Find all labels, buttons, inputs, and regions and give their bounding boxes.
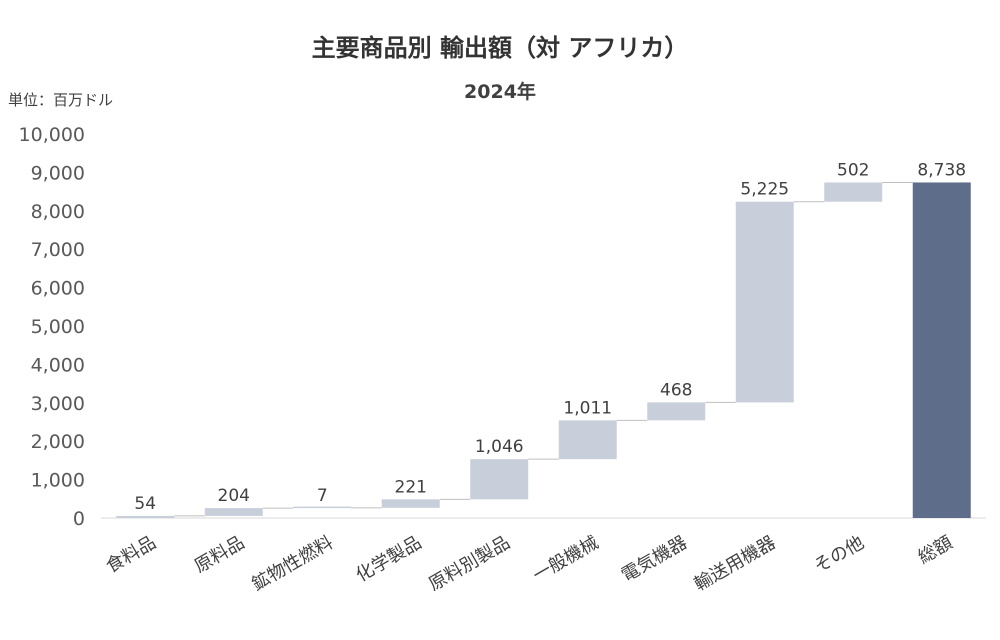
unit-label: 単位：百万ドル <box>8 91 114 109</box>
data-label: 1,046 <box>475 437 524 457</box>
increment-bar <box>470 459 529 500</box>
y-tick-label: 4,000 <box>31 354 85 376</box>
data-label: 468 <box>660 380 692 400</box>
y-tick-label: 6,000 <box>31 278 85 300</box>
increment-bar <box>735 201 794 403</box>
data-label: 8,738 <box>917 160 966 180</box>
y-tick-label: 0 <box>73 508 85 530</box>
category-label: 電気機器 <box>618 532 691 586</box>
y-tick-label: 5,000 <box>31 316 85 338</box>
category-label: 原料別製品 <box>425 532 513 595</box>
data-label: 54 <box>134 494 156 514</box>
category-label: その他 <box>810 532 867 577</box>
category-label: 輸送用機器 <box>691 532 779 595</box>
increment-bar <box>558 420 617 460</box>
data-label: 7 <box>317 486 328 506</box>
category-label: 食料品 <box>102 532 159 577</box>
data-label: 221 <box>395 477 427 497</box>
increment-bar <box>381 499 440 508</box>
y-tick-label: 1,000 <box>31 470 85 492</box>
total-bar <box>912 182 971 518</box>
chart-title: 主要商品別 輸出額（対 アフリカ） <box>311 34 689 62</box>
y-tick-label: 10,000 <box>19 124 85 146</box>
increment-bar <box>824 182 883 202</box>
category-label: 鉱物性燃料 <box>248 532 336 595</box>
chart-subtitle: 2024年 <box>464 81 536 103</box>
data-label: 1,011 <box>563 398 612 418</box>
increment-bar <box>116 515 175 518</box>
data-label: 204 <box>218 486 250 506</box>
category-label: 総額 <box>915 532 957 568</box>
y-tick-label: 2,000 <box>31 431 85 453</box>
y-tick-label: 7,000 <box>31 239 85 261</box>
category-label: 一般機械 <box>529 532 602 586</box>
increment-bar <box>204 508 263 516</box>
y-tick-label: 3,000 <box>31 393 85 415</box>
category-label: 化学製品 <box>352 532 425 586</box>
y-tick-label: 9,000 <box>31 162 85 184</box>
y-tick-label: 8,000 <box>31 201 85 223</box>
data-label: 5,225 <box>740 180 789 200</box>
increment-bar <box>647 402 706 421</box>
data-label: 502 <box>837 160 869 180</box>
category-label: 原料品 <box>191 532 248 577</box>
increment-bar <box>293 506 352 509</box>
